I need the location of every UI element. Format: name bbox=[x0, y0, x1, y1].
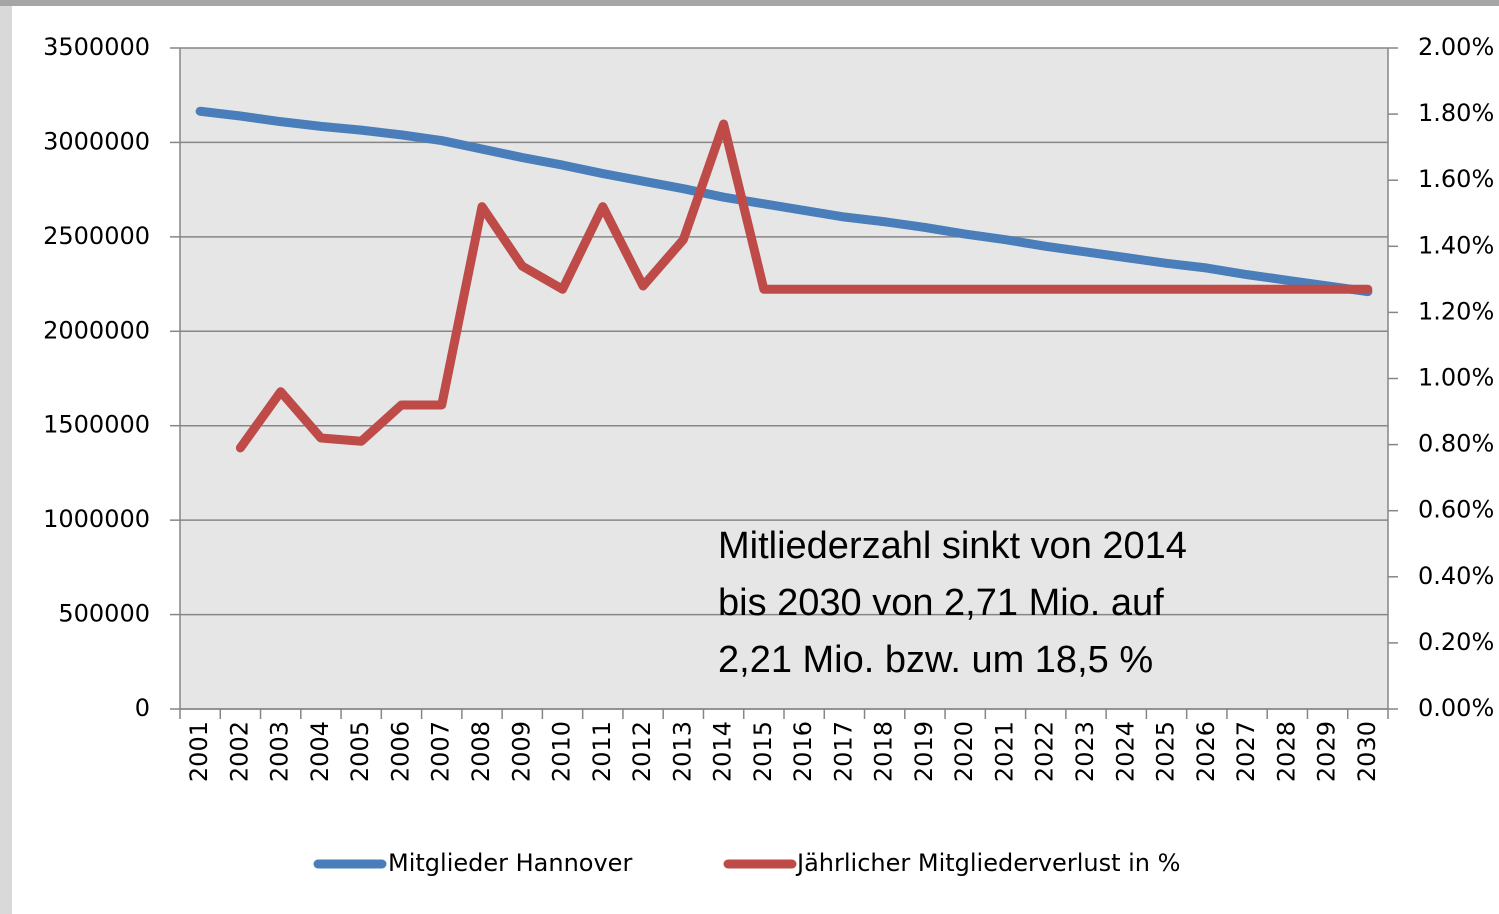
x-tick-label: 2026 bbox=[1192, 721, 1220, 782]
y2-tick-label: 0.40% bbox=[1418, 562, 1494, 590]
x-tick-label: 2002 bbox=[225, 721, 253, 782]
x-tick-label: 2001 bbox=[185, 721, 213, 782]
plot-area bbox=[180, 48, 1388, 709]
x-tick-label: 2022 bbox=[1031, 721, 1059, 782]
x-tick-label: 2019 bbox=[910, 721, 938, 782]
y2-tick-label: 1.40% bbox=[1418, 231, 1494, 259]
y2-tick-label: 1.80% bbox=[1418, 99, 1494, 127]
x-tick-label: 2030 bbox=[1353, 721, 1381, 782]
x-tick-label: 2008 bbox=[467, 721, 495, 782]
y2-tick-label: 1.60% bbox=[1418, 165, 1494, 193]
x-tick-label: 2007 bbox=[427, 721, 455, 782]
x-tick-label: 2029 bbox=[1313, 721, 1341, 782]
y2-tick-label: 0.80% bbox=[1418, 430, 1494, 458]
x-tick-label: 2014 bbox=[709, 721, 737, 782]
x-tick-label: 2006 bbox=[386, 721, 414, 782]
y-tick-label: 2500000 bbox=[43, 222, 150, 250]
frame-left bbox=[0, 0, 12, 914]
y-tick-label: 3000000 bbox=[43, 127, 150, 155]
grid bbox=[170, 47, 1398, 719]
y2-tick-label: 1.00% bbox=[1418, 364, 1494, 392]
x-tick-label: 2010 bbox=[548, 721, 576, 782]
series-line bbox=[235, 119, 1373, 453]
x-tick-label: 2021 bbox=[990, 721, 1018, 782]
series-line bbox=[195, 106, 1373, 297]
y-tick-label: 1500000 bbox=[43, 411, 150, 439]
x-tick-label: 2009 bbox=[507, 721, 535, 782]
x-tick-label: 2015 bbox=[749, 721, 777, 782]
x-tick-label: 2020 bbox=[950, 721, 978, 782]
y-tick-label: 2000000 bbox=[43, 316, 150, 344]
y2-tick-label: 1.20% bbox=[1418, 297, 1494, 325]
annotation: 2,21 Mio. bzw. um 18,5 % bbox=[718, 639, 1153, 681]
marks bbox=[195, 106, 1373, 453]
y2-tick-label: 0.00% bbox=[1418, 694, 1494, 722]
x-tick-label: 2016 bbox=[789, 721, 817, 782]
x-tick-label: 2025 bbox=[1152, 721, 1180, 782]
x-tick-label: 2027 bbox=[1232, 721, 1260, 782]
x-tick-label: 2028 bbox=[1272, 721, 1300, 782]
y-tick-label: 0 bbox=[135, 694, 150, 722]
x-tick-label: 2023 bbox=[1071, 721, 1099, 782]
y2-tick-label: 0.60% bbox=[1418, 496, 1494, 524]
x-tick-label: 2013 bbox=[668, 721, 696, 782]
legend-label: Mitglieder Hannover bbox=[388, 849, 632, 877]
x-tick-label: 2024 bbox=[1111, 721, 1139, 782]
y2-tick-label: 0.20% bbox=[1418, 628, 1494, 656]
y-tick-label: 1000000 bbox=[43, 505, 150, 533]
y-tick-label: 3500000 bbox=[43, 33, 150, 61]
frame-top bbox=[0, 0, 1499, 6]
annotation: bis 2030 von 2,71 Mio. auf bbox=[718, 582, 1164, 624]
annotation: Mitliederzahl sinkt von 2014 bbox=[718, 525, 1187, 567]
x-tick-label: 2004 bbox=[306, 721, 334, 782]
x-tick-label: 2011 bbox=[588, 721, 616, 782]
x-tick-label: 2003 bbox=[266, 721, 294, 782]
y-tick-label: 500000 bbox=[58, 600, 150, 628]
x-tick-label: 2005 bbox=[346, 721, 374, 782]
x-tick-label: 2018 bbox=[870, 721, 898, 782]
y2-tick-label: 2.00% bbox=[1418, 33, 1494, 61]
x-tick-label: 2012 bbox=[628, 721, 656, 782]
x-tick-label: 2017 bbox=[829, 721, 857, 782]
legend-label: Jährlicher Mitgliederverlust in % bbox=[795, 849, 1180, 877]
